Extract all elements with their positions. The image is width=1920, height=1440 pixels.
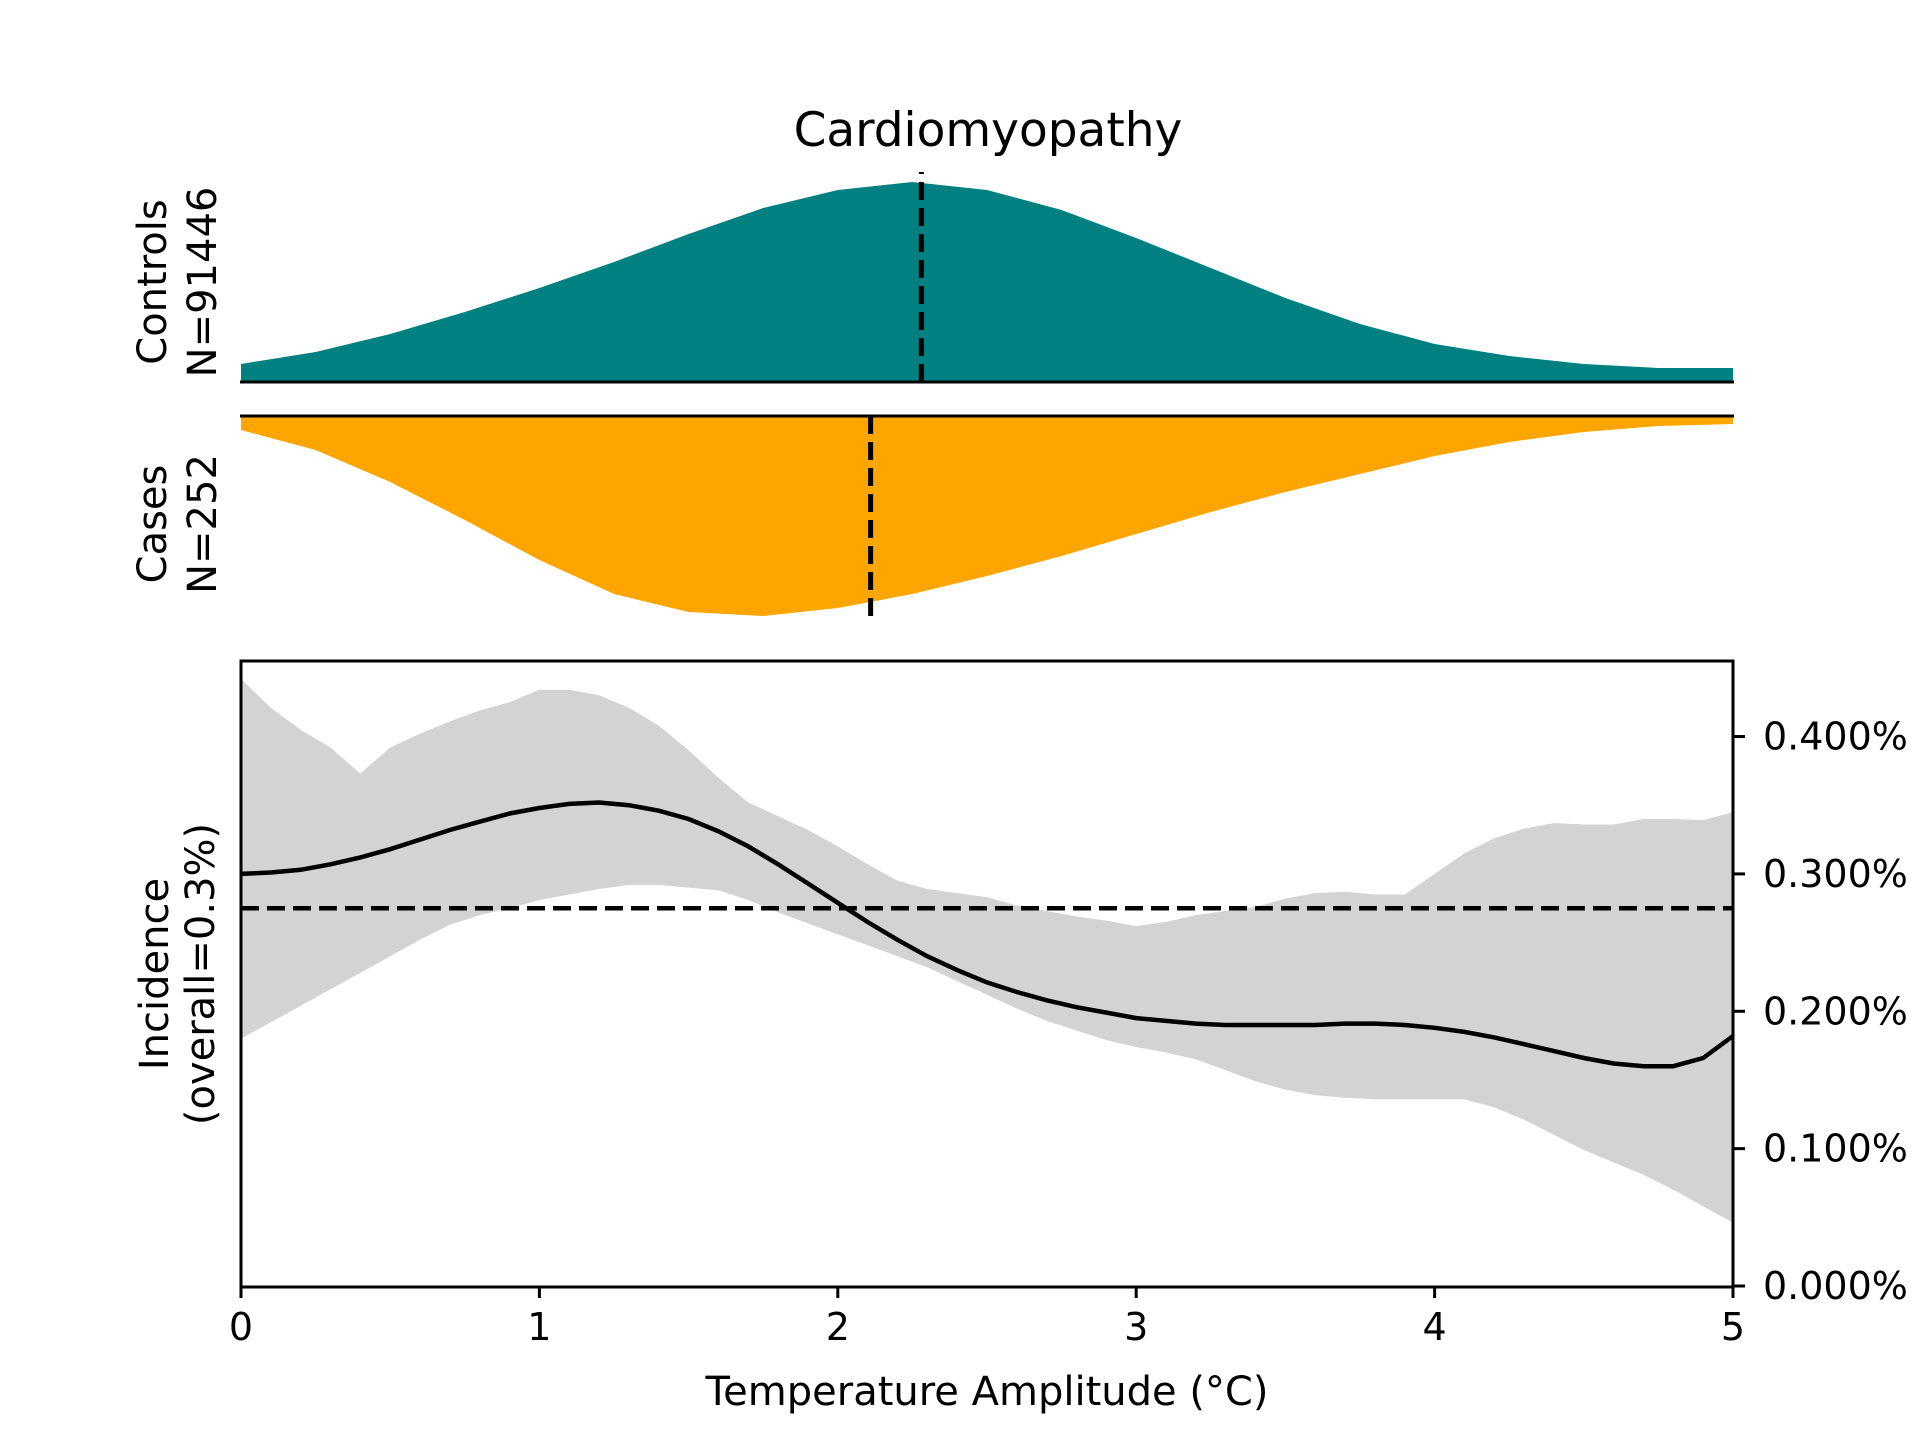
x-tick-label: 5 <box>1721 1305 1745 1349</box>
controls-label: Controls <box>130 199 176 364</box>
x-tick-label: 0 <box>229 1305 253 1349</box>
x-axis-label: Temperature Amplitude (°C) <box>705 1369 1269 1415</box>
x-tick-label: 2 <box>826 1305 850 1349</box>
y-axis-label-overall: (overall=0.3%) <box>178 823 224 1125</box>
chart-title: Cardiomyopathy <box>794 103 1183 158</box>
y-tick-label: 0.400% <box>1763 715 1908 759</box>
controls-panel: Controls N=91446 <box>130 172 1734 384</box>
x-tick-label: 4 <box>1423 1305 1447 1349</box>
cases-n-label: N=252 <box>180 454 226 594</box>
y-tick-label: 0.100% <box>1763 1127 1908 1171</box>
controls-density-area <box>241 182 1733 382</box>
y-axis-label: Incidence <box>132 878 178 1070</box>
y-tick-label: 0.000% <box>1763 1264 1908 1308</box>
y-tick-label: 0.200% <box>1763 989 1908 1033</box>
incidence-line <box>240 800 1735 1069</box>
plot-frame <box>239 659 1735 1289</box>
controls-n-label: N=91446 <box>180 187 226 378</box>
y-tick-label: 0.300% <box>1763 852 1908 896</box>
x-tick-label: 1 <box>527 1305 551 1349</box>
cases-density-area <box>241 416 1733 616</box>
incidence-panel: 0 1 2 3 4 5 0.000% 0.100% 0.200% 0.300% 0.400% Te… <box>132 659 1908 1415</box>
x-tick-label: 3 <box>1124 1305 1148 1349</box>
cases-panel: Cases N=252 <box>130 414 1734 624</box>
x-axis: 0 1 2 3 4 5 <box>229 1286 1745 1349</box>
cases-label: Cases <box>130 465 176 584</box>
confidence-band <box>241 678 1733 1223</box>
y-axis-right: 0.000% 0.100% 0.200% 0.300% 0.400% <box>1733 715 1908 1308</box>
